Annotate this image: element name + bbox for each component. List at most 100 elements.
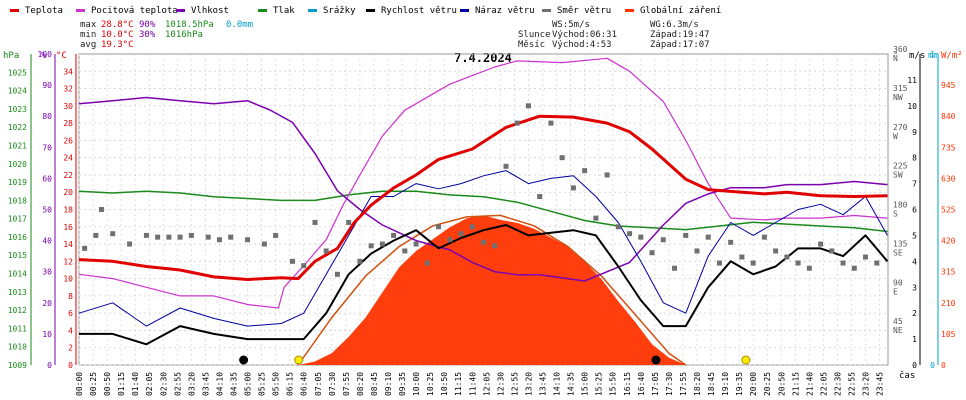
direction-tick-compass: E — [893, 287, 898, 296]
celsius-axis-unit: °C — [56, 51, 67, 61]
celsius-tick-label: 14 — [63, 240, 73, 249]
wind-direction-point — [514, 120, 520, 126]
wind-direction-point — [582, 168, 588, 174]
celsius-tick-label: 12 — [63, 257, 73, 266]
legend-label: Pocitová teplota — [91, 6, 178, 16]
wind-direction-point — [739, 254, 745, 260]
info-sun-label: Slunce — [518, 30, 551, 40]
time-tick-label: 18:20 — [693, 372, 702, 396]
wind-direction-point — [660, 237, 666, 243]
legend-swatch — [625, 9, 634, 12]
stat-max-rain: 0.0mm — [226, 20, 253, 30]
wind-direction-point — [458, 231, 464, 237]
legend-swatch — [308, 9, 317, 12]
radiation-tick-label: 630 — [941, 174, 956, 183]
celsius-tick-label: 0 — [68, 361, 73, 370]
time-tick-label: 19:35 — [735, 372, 744, 396]
time-tick-label: 13:45 — [538, 372, 547, 396]
legend-item: Globální záření — [625, 6, 721, 16]
axes: 0246810121416182022242628303234010203040… — [8, 45, 956, 396]
time-tick-label: 12:05 — [482, 372, 491, 396]
series-radiation-area — [79, 215, 888, 365]
stat-min-press: 1016hPa — [165, 30, 203, 40]
time-tick-label: 17:55 — [679, 372, 688, 396]
wind-direction-point — [851, 265, 857, 271]
wind-tick-label: 1 — [912, 335, 917, 344]
time-tick-label: 04:35 — [229, 372, 238, 396]
series-radiation-theoretical — [297, 214, 687, 366]
direction-tick-degrees: 135 — [893, 239, 908, 248]
radiation-tick-label: 315 — [941, 268, 956, 277]
percent-tick-label: 80 — [42, 112, 52, 121]
moonrise-marker — [239, 355, 249, 365]
hpa-tick-label: 1019 — [8, 178, 27, 187]
wind-tick-label: 4 — [912, 257, 917, 266]
time-tick-label: 23:20 — [862, 372, 871, 396]
direction-tick-compass: S — [893, 210, 898, 219]
celsius-tick-label: 28 — [63, 119, 73, 128]
wind-direction-point — [761, 234, 767, 240]
series-humidity — [78, 96, 888, 282]
hpa-tick-label: 1009 — [8, 361, 27, 370]
time-tick-label: 10:50 — [440, 372, 449, 396]
legend-label: Rychlost větru — [381, 6, 457, 16]
time-tick-label: 03:20 — [187, 372, 196, 396]
time-tick-label: 09:35 — [398, 372, 407, 396]
hpa-tick-label: 1017 — [8, 215, 27, 224]
time-tick-label: 22:05 — [819, 372, 828, 396]
wind-tick-label: 10 — [907, 102, 917, 111]
grid — [78, 53, 889, 366]
time-tick-label: 08:20 — [356, 372, 365, 396]
time-tick-label: 17:05 — [651, 372, 660, 396]
time-tick-label: 07:05 — [314, 372, 323, 396]
time-tick-label: 05:00 — [244, 372, 253, 396]
wind-direction-point — [728, 239, 734, 245]
wind-direction-point — [312, 219, 318, 225]
wind-axis-unit: m/s — [909, 51, 925, 61]
wind-direction-point — [93, 232, 99, 238]
legend-label: Srážky — [323, 6, 356, 16]
legend-item: Náraz větru — [460, 6, 535, 16]
legend-swatch — [460, 9, 469, 12]
wind-direction-point — [615, 224, 621, 230]
direction-tick-compass: SE — [893, 248, 903, 257]
wind-tick-label: 6 — [912, 206, 917, 215]
series-wind-gust — [78, 170, 888, 327]
wind-direction-point — [548, 120, 554, 126]
hpa-axis-unit: hPa — [3, 51, 19, 61]
legend-swatch — [366, 9, 375, 12]
series-wind-speed — [79, 224, 889, 346]
celsius-tick-label: 8 — [68, 292, 73, 301]
time-tick-label: 06:15 — [286, 372, 295, 396]
radiation-tick-label: 0 — [941, 361, 946, 370]
time-tick-label: 00:00 — [75, 372, 84, 396]
radiation-tick-label: 105 — [941, 330, 956, 339]
info-wg: WG:6.3m/s — [650, 20, 699, 30]
wind-direction-point — [795, 260, 801, 266]
time-tick-label: 00:50 — [103, 372, 112, 396]
legend-label: Globální záření — [640, 6, 721, 16]
wind-direction-point — [413, 241, 419, 247]
wind-direction-point — [649, 250, 655, 256]
direction-tick-degrees: 180 — [893, 201, 908, 210]
legend-item: Směr větru — [542, 6, 611, 16]
hpa-tick-label: 1010 — [8, 343, 27, 352]
time-tick-label: 23:45 — [876, 372, 885, 396]
wind-direction-point — [188, 232, 194, 238]
stat-avg-temp: 19.3°C — [101, 40, 134, 50]
wind-direction-point — [245, 237, 251, 243]
wind-direction-point — [469, 224, 475, 230]
celsius-tick-label: 20 — [63, 188, 73, 197]
legend-item: Vlhkost — [176, 6, 229, 16]
legend-label: Tlak — [273, 6, 295, 16]
direction-tick-degrees: 225 — [893, 162, 908, 171]
time-tick-label: 13:20 — [524, 372, 533, 396]
astro-info: WS:5m/s WG:6.3m/s Slunce Východ:06:31 Zá… — [518, 20, 710, 50]
time-tick-label: 12:30 — [496, 372, 505, 396]
wind-direction-point — [424, 260, 430, 266]
celsius-tick-label: 16 — [63, 223, 73, 232]
wind-direction-point — [829, 248, 835, 254]
time-tick-label: 02:05 — [145, 372, 154, 396]
wind-direction-point — [593, 215, 599, 221]
percent-tick-label: 100 — [38, 50, 53, 59]
